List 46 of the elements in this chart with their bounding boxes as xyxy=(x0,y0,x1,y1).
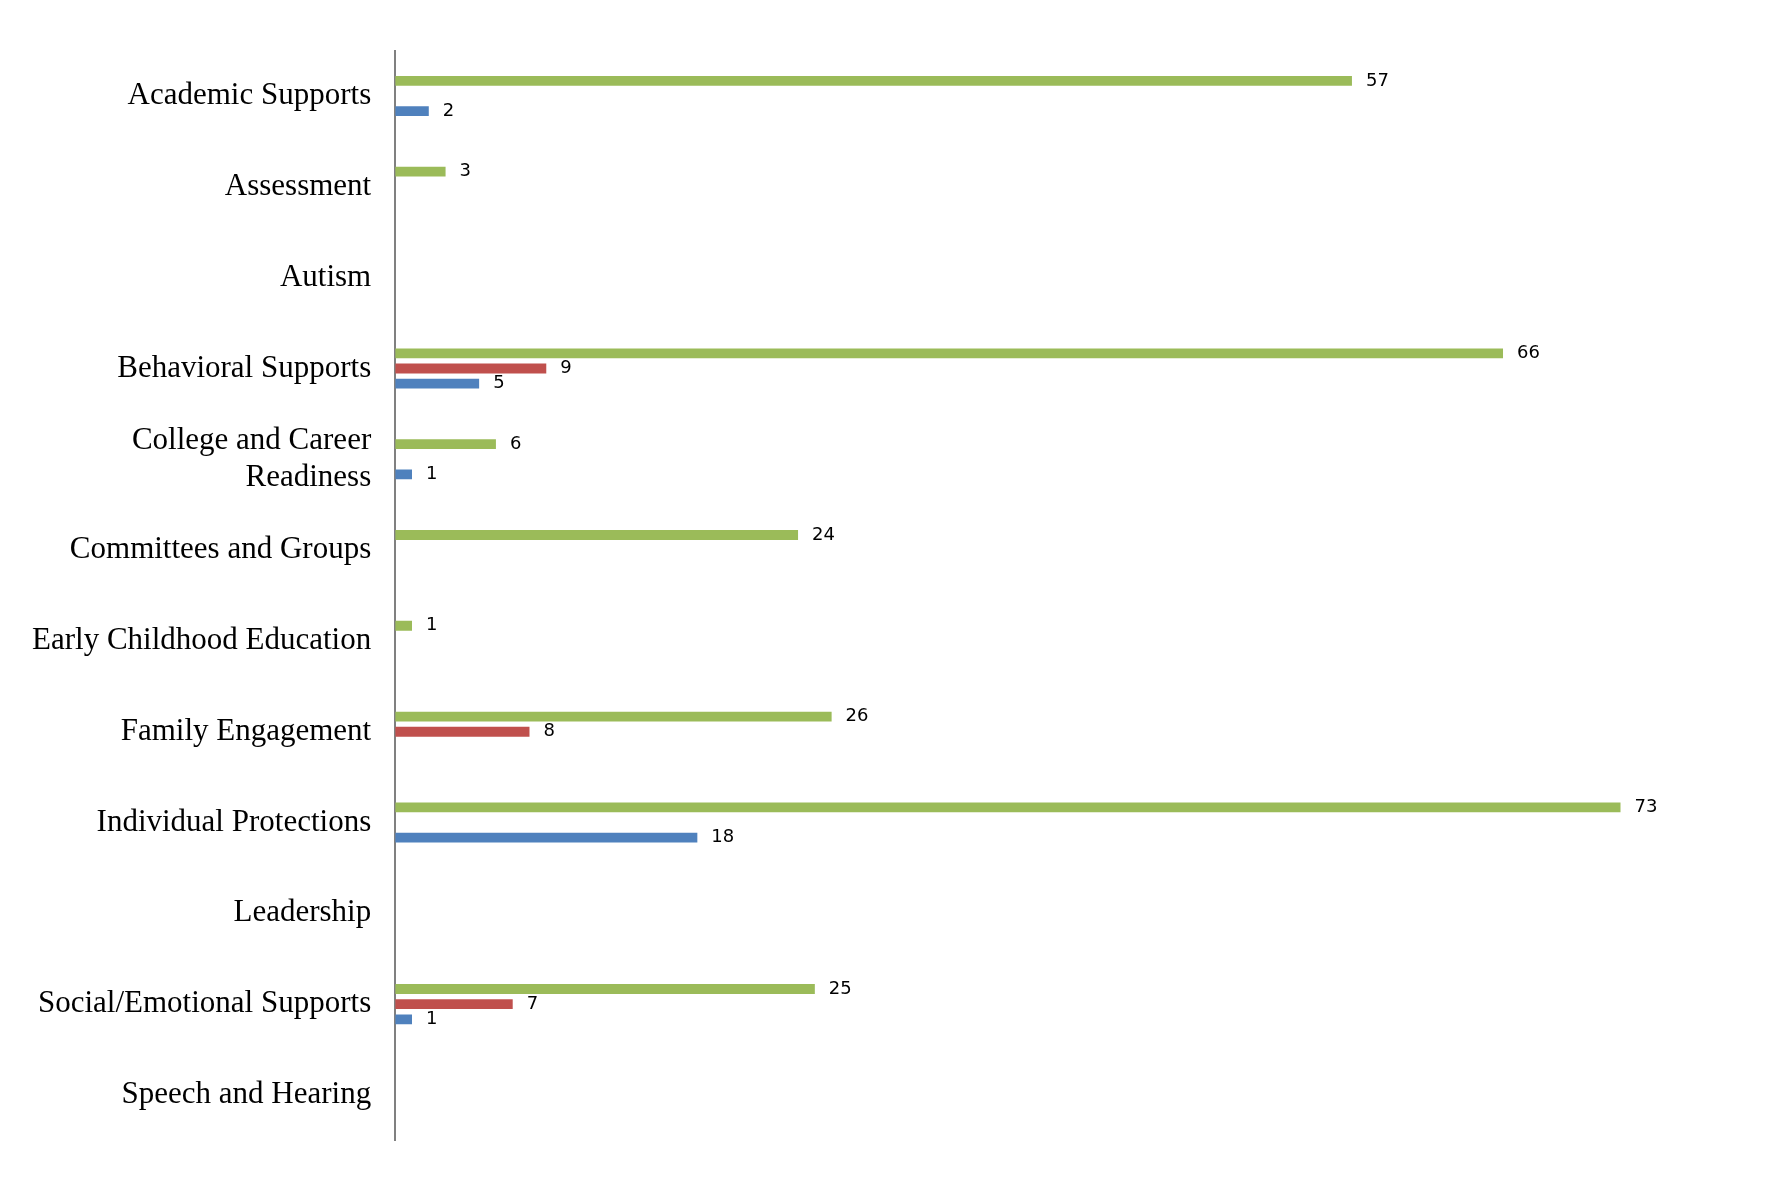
y-tick-label: Early Childhood Education xyxy=(32,621,372,657)
bar xyxy=(395,832,698,843)
data-label: 25 xyxy=(828,976,852,998)
y-tick-label: Family Engagement xyxy=(120,711,372,747)
bar xyxy=(395,378,480,389)
data-label: 8 xyxy=(543,719,555,741)
bar xyxy=(395,106,429,117)
data-label: 2 xyxy=(442,98,455,120)
y-tick-label: Committees and Groups xyxy=(69,530,372,566)
data-label: 3 xyxy=(459,159,472,181)
y-tick-label: Leadership xyxy=(233,893,372,929)
y-tick-label: Academic Supports xyxy=(127,76,372,112)
bar xyxy=(395,166,446,177)
bar xyxy=(395,984,815,994)
data-label: 1 xyxy=(426,462,438,484)
y-tick-label: Autism xyxy=(279,257,372,293)
bar xyxy=(395,530,799,540)
bar xyxy=(395,348,1504,359)
bar xyxy=(395,999,513,1010)
y-tick-label: Assessment xyxy=(224,166,372,202)
y-tick-label: Speech and Hearing xyxy=(121,1075,372,1111)
data-label: 1 xyxy=(426,1006,438,1028)
data-label: 24 xyxy=(812,522,835,544)
y-tick-label: Social/Emotional Supports xyxy=(37,984,372,1020)
y-tick-label: College and Career Readiness xyxy=(131,420,372,494)
data-label: 1 xyxy=(426,613,438,635)
bar xyxy=(395,439,496,450)
data-label: 73 xyxy=(1634,795,1658,817)
bar xyxy=(395,802,1621,813)
y-tick-label: Behavioral Supports xyxy=(117,348,372,384)
data-label: 57 xyxy=(1365,68,1389,90)
data-label: 9 xyxy=(560,356,572,378)
bar xyxy=(395,469,412,480)
bar xyxy=(395,363,547,374)
data-label: 6 xyxy=(509,431,522,453)
data-label: 26 xyxy=(845,704,869,726)
bar xyxy=(395,620,412,631)
data-label: 5 xyxy=(493,371,505,393)
bar xyxy=(395,75,1352,86)
data-label: 7 xyxy=(526,991,539,1013)
data-label: 66 xyxy=(1517,340,1540,362)
data-label: 18 xyxy=(711,825,735,847)
bar xyxy=(395,711,832,722)
y-tick-label: Individual Protections xyxy=(96,802,372,838)
bar xyxy=(395,726,530,737)
bar xyxy=(395,1014,412,1025)
